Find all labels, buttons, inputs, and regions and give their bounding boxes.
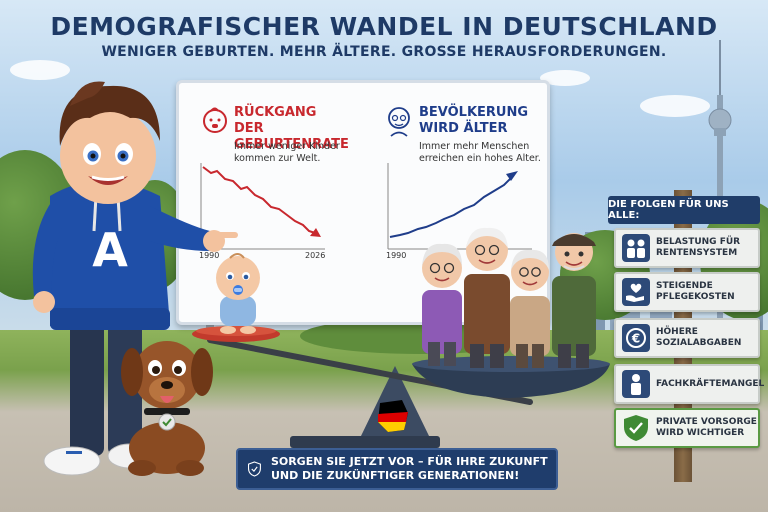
seesaw-scale (192, 326, 610, 448)
shield-check-icon (248, 461, 261, 477)
aging-text: Immer mehr Menschen erreichen ein hohes … (419, 141, 541, 164)
banner-text: SORGEN SIE JETZT VOR – FÜR IHRE ZUKUNFT … (270, 455, 548, 482)
cloud (10, 60, 70, 80)
birthrate-heading: Rückgang der Geburtenrate (234, 105, 349, 152)
consequence-sign-social: € Höhere Sozialabgaben (614, 318, 760, 358)
birthrate-axis-end: 2026 (305, 251, 326, 260)
consequence-label: Belastung für Rentensystem (656, 237, 741, 258)
svg-text:€: € (631, 332, 640, 346)
consequences-title: DIE FOLGEN FÜR UNS ALLE: (608, 196, 760, 224)
consequence-sign-care: Steigende Pflegekosten (614, 272, 760, 312)
consequence-sign-private-pension: Private Vorsorge wird wichtiger (614, 408, 760, 448)
seniors-group (422, 227, 596, 368)
call-to-action-banner: SORGEN SIE JETZT VOR – FÜR IHRE ZUKUNFT … (236, 448, 558, 490)
dog-mascot (121, 341, 213, 476)
page-title: DEMOGRAFISCHER WANDEL IN DEUTSCHLAND (50, 12, 718, 41)
elderly-face-icon (388, 107, 410, 137)
cloud (640, 95, 710, 117)
baby-figure (216, 253, 260, 334)
consequence-sign-workforce: Fachkräftemangel (614, 364, 764, 404)
euro-coin-icon: € (622, 324, 650, 352)
aging-heading: Bevölkerung wird älter (419, 105, 529, 136)
heart-hand-icon (622, 278, 650, 306)
birthrate-axis-start: 1990 (199, 251, 220, 260)
consequence-label: Fachkräftemangel (656, 378, 765, 389)
cloud (540, 70, 590, 86)
aging-axis-start: 1990 (386, 251, 407, 260)
worker-icon (622, 370, 650, 398)
birthrate-trend-line (202, 166, 316, 234)
consequence-sign-pension: Belastung für Rentensystem (614, 228, 760, 268)
aging-trend-line (389, 176, 513, 238)
hoodie-letter: A (92, 223, 128, 277)
shield-check-icon (624, 415, 648, 441)
baby-face-icon (203, 107, 227, 133)
consequence-label: Steigende Pflegekosten (656, 281, 735, 302)
people-icon (622, 234, 650, 262)
aging-chart (387, 163, 532, 250)
page-subtitle: WENIGER GEBURTEN. MEHR ÄLTERE. GROSSE HE… (101, 44, 667, 60)
consequence-label: Private Vorsorge wird wichtiger (656, 417, 757, 438)
birthrate-text: Immer weniger Kinder kommen zur Welt. (234, 141, 340, 164)
consequence-label: Höhere Sozialabgaben (656, 327, 742, 348)
